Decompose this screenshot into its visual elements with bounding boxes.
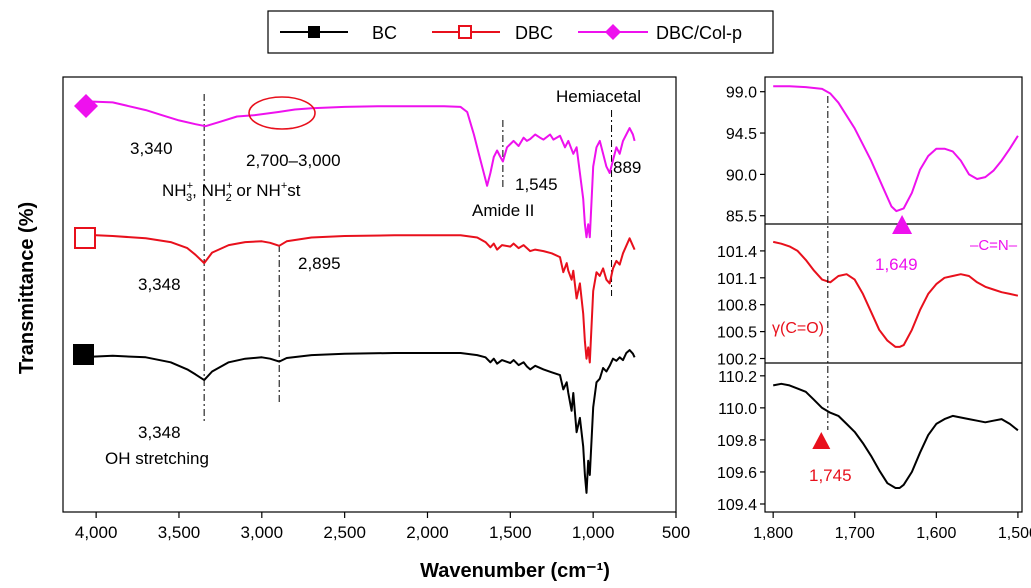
main-x-tick-label: 3,000: [241, 523, 284, 542]
main-x-tick-label: 3,500: [158, 523, 201, 542]
zoom-series-middle: [772, 240, 1019, 348]
zoom-x-tick-label: 1,700: [835, 525, 875, 542]
zoom-y-tick-label: 100.5: [717, 325, 757, 342]
main-x-tick-label: 4,000: [75, 523, 118, 542]
main-x-tick-label: 500: [662, 523, 690, 542]
peak-marker-1745: [812, 432, 831, 449]
legend-item-dbc-col: DBC/Col-p: [578, 23, 742, 43]
ann-3348-dbc: 3,348: [138, 275, 181, 294]
zoom-y-tick-label: 101.4: [717, 244, 757, 261]
ann-cn: –C=N–: [970, 237, 1018, 254]
ann-3340: 3,340: [130, 139, 173, 158]
ann-nh-groups: NH+ 3, NH+ 2 or NH+st: [162, 180, 301, 204]
series-line-dbc: [79, 233, 636, 364]
zoom-y-tick-label: 101.1: [717, 271, 757, 288]
legend-label-bc: BC: [372, 23, 397, 43]
main-x-axis: 4,000 3,500 3,000 2,500 2,000 1,500 1,000 500: [75, 512, 690, 542]
legend-marker-bc: [308, 26, 320, 38]
zoom-frame: [764, 76, 1023, 513]
marker-dbc-col-side: [74, 94, 98, 118]
ann-1545: 1,545: [515, 175, 558, 194]
ann-gamma-co: γ(C=O): [772, 320, 824, 337]
marker-dbc-side: [74, 227, 96, 249]
main-plot-frame: [62, 76, 677, 513]
legend-item-bc: BC: [280, 23, 397, 43]
zoom-series-bottom: [773, 382, 1019, 489]
zoom-y-tick-label: 110.2: [718, 369, 757, 386]
circle-annotation-2700-3000: [248, 96, 316, 130]
main-x-tick-label: 2,500: [323, 523, 366, 542]
main-spectrum-panel: 4,000 3,500 3,000 2,500 2,000 1,500 1,000 500 3…: [62, 76, 690, 542]
zoom-y-tick-label: 100.8: [717, 298, 757, 315]
zoom-y-tick-label: 109.4: [717, 497, 757, 514]
zoom-y-tick-label: 99.0: [726, 85, 757, 102]
ann-2700-3000: 2,700–3,000: [246, 151, 341, 170]
zoom-y-tick-label: 100.2: [717, 352, 757, 369]
zoom-y-tick-label: 85.5: [726, 209, 757, 226]
zoom-y-tick-label: 109.6: [717, 465, 757, 482]
legend-box: [267, 10, 774, 54]
marker-bc-side: [73, 344, 94, 365]
ann-oh-stretching: OH stretching: [105, 449, 209, 468]
ann-2895: 2,895: [298, 254, 341, 273]
main-x-tick-label: 1,000: [572, 523, 615, 542]
zoom-content: 99.0 94.5 90.0 85.5 101.4 101.1 100.8 100.5 100.…: [717, 85, 1031, 542]
zoom-y-tick-label: 110.0: [718, 401, 757, 418]
main-series-group: [79, 100, 636, 494]
legend-marker-dbc: [458, 25, 472, 39]
legend-label-dbc-col: DBC/Col-p: [656, 23, 742, 43]
zoom-x-tick-label: 1,500: [998, 525, 1031, 542]
legend-marker-dbc-col: [605, 24, 621, 40]
ann-3348-bc: 3,348: [138, 423, 181, 442]
legend-label-dbc: DBC: [515, 23, 553, 43]
ann-889: 889: [613, 158, 641, 177]
zoom-series-top: [773, 85, 1019, 213]
ann-amide-ii: Amide II: [472, 201, 534, 220]
zoom-y-tick-label: 90.0: [726, 167, 757, 184]
peak-marker-1649: [892, 215, 913, 234]
ann-1649: 1,649: [875, 255, 918, 274]
main-reference-lines: [203, 94, 613, 423]
main-x-tick-label: 2,000: [406, 523, 449, 542]
zoom-y-tick-label: 94.5: [726, 126, 757, 143]
legend: BC DBC DBC/Col-p: [267, 10, 774, 54]
zoom-y-tick-label: 109.8: [717, 433, 757, 450]
series-line-dbc-col-p: [79, 100, 636, 239]
zoom-x-tick-label: 1,600: [916, 525, 956, 542]
y-axis-title: Transmittance (%): [16, 202, 38, 374]
ann-1745: 1,745: [809, 466, 852, 485]
main-x-tick-label: 1,500: [489, 523, 532, 542]
x-axis-title: Wavenumber (cm⁻¹): [420, 560, 610, 582]
legend-item-dbc: DBC: [432, 23, 553, 43]
ann-hemiacetal: Hemiacetal: [556, 87, 641, 106]
zoom-x-tick-label: 1,800: [753, 525, 793, 542]
zoom-panels: 99.0 94.5 90.0 85.5 101.4 101.1 100.8 100.5 100.…: [717, 76, 1031, 542]
series-line-bc: [79, 349, 636, 494]
